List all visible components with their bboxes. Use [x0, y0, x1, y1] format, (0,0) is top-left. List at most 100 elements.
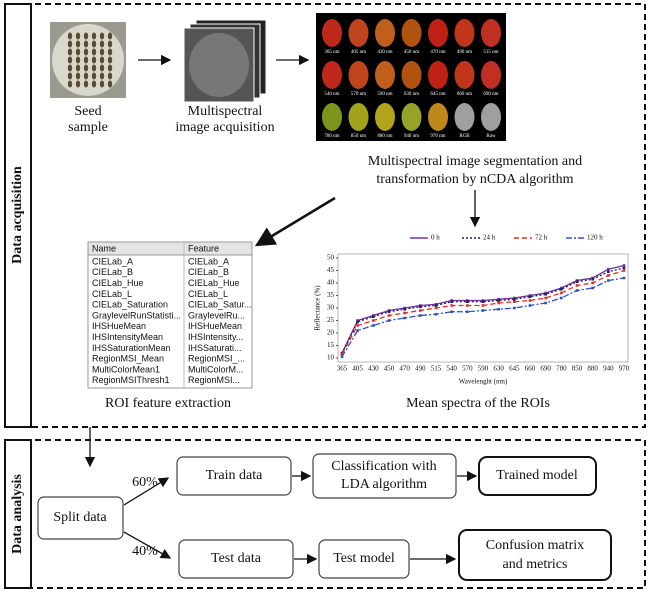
band-label: 880 nm — [377, 134, 392, 139]
series-marker — [356, 329, 359, 332]
seed — [99, 32, 105, 40]
series-marker — [419, 309, 422, 312]
arrow — [123, 531, 172, 559]
seed — [91, 64, 97, 72]
band-image — [454, 103, 475, 131]
table-cell: CIELab_L — [92, 289, 132, 299]
x-tick-label: 645 — [509, 365, 520, 373]
band-image — [401, 103, 422, 131]
table-cell: IHSIntensity... — [188, 332, 243, 342]
column-header: Name — [92, 243, 116, 253]
series-marker — [481, 300, 485, 304]
image-stack — [183, 19, 267, 103]
x-tick-label: 780 — [556, 365, 567, 373]
seed — [75, 56, 81, 64]
table-header — [87, 241, 253, 256]
x-tick-label: 405 — [352, 365, 363, 373]
band-label: 645 nm — [430, 92, 445, 97]
series-marker — [544, 301, 547, 305]
label: Trained model — [496, 468, 578, 483]
column-header: Feature — [188, 243, 219, 253]
band-image — [428, 61, 448, 89]
table-cell: CIELab_B — [92, 267, 133, 277]
band-image — [481, 19, 501, 47]
band-label: 690 nm — [483, 92, 498, 97]
seed — [91, 32, 97, 40]
table-cell: CIELab_Saturation — [92, 300, 168, 310]
label: LDA algorithm — [341, 477, 427, 492]
x-tick-label: 850 — [572, 365, 583, 373]
band-label: RGB — [459, 134, 470, 139]
table-cell: IHSSaturati... — [188, 343, 242, 353]
band-image — [428, 103, 448, 131]
band-image — [454, 61, 475, 89]
series-marker — [372, 315, 375, 319]
seed — [83, 40, 89, 48]
series-marker — [575, 280, 579, 284]
band-image — [401, 61, 422, 89]
y-tick-label: 30 — [327, 304, 335, 312]
classify-box — [312, 453, 457, 499]
band-label: 780 nm — [324, 134, 339, 139]
x-tick-label: 940 — [603, 365, 614, 373]
series-marker — [481, 304, 485, 307]
band-image — [375, 61, 395, 89]
x-tick-label: 970 — [619, 365, 630, 373]
y-tick-label: 45 — [327, 266, 335, 274]
seed — [67, 32, 73, 40]
series-marker — [372, 324, 375, 327]
series-marker — [434, 304, 438, 307]
table-cell: GraylevelRu... — [188, 310, 245, 320]
legend-label: 24 h — [483, 234, 496, 242]
band-label: 850 nm — [351, 134, 366, 139]
series-marker — [450, 310, 453, 314]
y-tick-label: 10 — [327, 354, 335, 362]
series-marker — [528, 299, 532, 302]
seed-image — [50, 22, 126, 98]
band-image — [401, 19, 422, 47]
series-marker — [528, 304, 532, 307]
band-image — [348, 61, 369, 89]
table-cell: CIELab_A — [92, 256, 133, 266]
seed — [83, 64, 89, 72]
series-marker — [607, 274, 610, 277]
seed — [83, 48, 89, 56]
series-marker — [560, 296, 563, 300]
seed — [107, 40, 113, 48]
x-tick-label: 630 — [493, 365, 504, 373]
table-cell: RegionMSIThresh1 — [92, 375, 170, 385]
series-marker — [372, 319, 375, 322]
band-label: Raw — [486, 134, 496, 139]
series-marker — [387, 314, 391, 317]
seed — [91, 72, 97, 80]
test-box — [178, 539, 294, 579]
table-cell: CIELab_Hue — [188, 278, 240, 288]
table-cell: MultiColorM... — [188, 364, 244, 374]
table-cell: MultiColorMean1 — [92, 364, 160, 374]
band-label: 660 nm — [457, 92, 472, 97]
seed — [99, 40, 105, 48]
seed — [99, 80, 105, 88]
series-marker — [466, 310, 469, 314]
x-tick-label: 570 — [462, 365, 473, 373]
band-label: 940 nm — [404, 134, 419, 139]
legend-label: 0 h — [431, 234, 440, 242]
seed — [67, 56, 73, 64]
band-label: 490 nm — [457, 50, 472, 55]
band-label: 365 nm — [324, 50, 339, 55]
arrow — [123, 477, 170, 506]
label: Test model — [333, 551, 395, 566]
seed — [67, 80, 73, 88]
split-box — [37, 496, 124, 540]
band-image — [428, 19, 448, 47]
seed — [67, 40, 73, 48]
table-cell: RegionMSI... — [188, 375, 240, 385]
label: Train data — [206, 468, 263, 483]
confusion-box — [458, 529, 612, 581]
series-marker — [387, 319, 391, 322]
series-marker — [466, 304, 469, 307]
seed — [107, 80, 113, 88]
x-axis-label: Wavelenght (nm) — [459, 378, 508, 386]
test-model-box — [318, 539, 410, 579]
arrow — [254, 196, 336, 247]
